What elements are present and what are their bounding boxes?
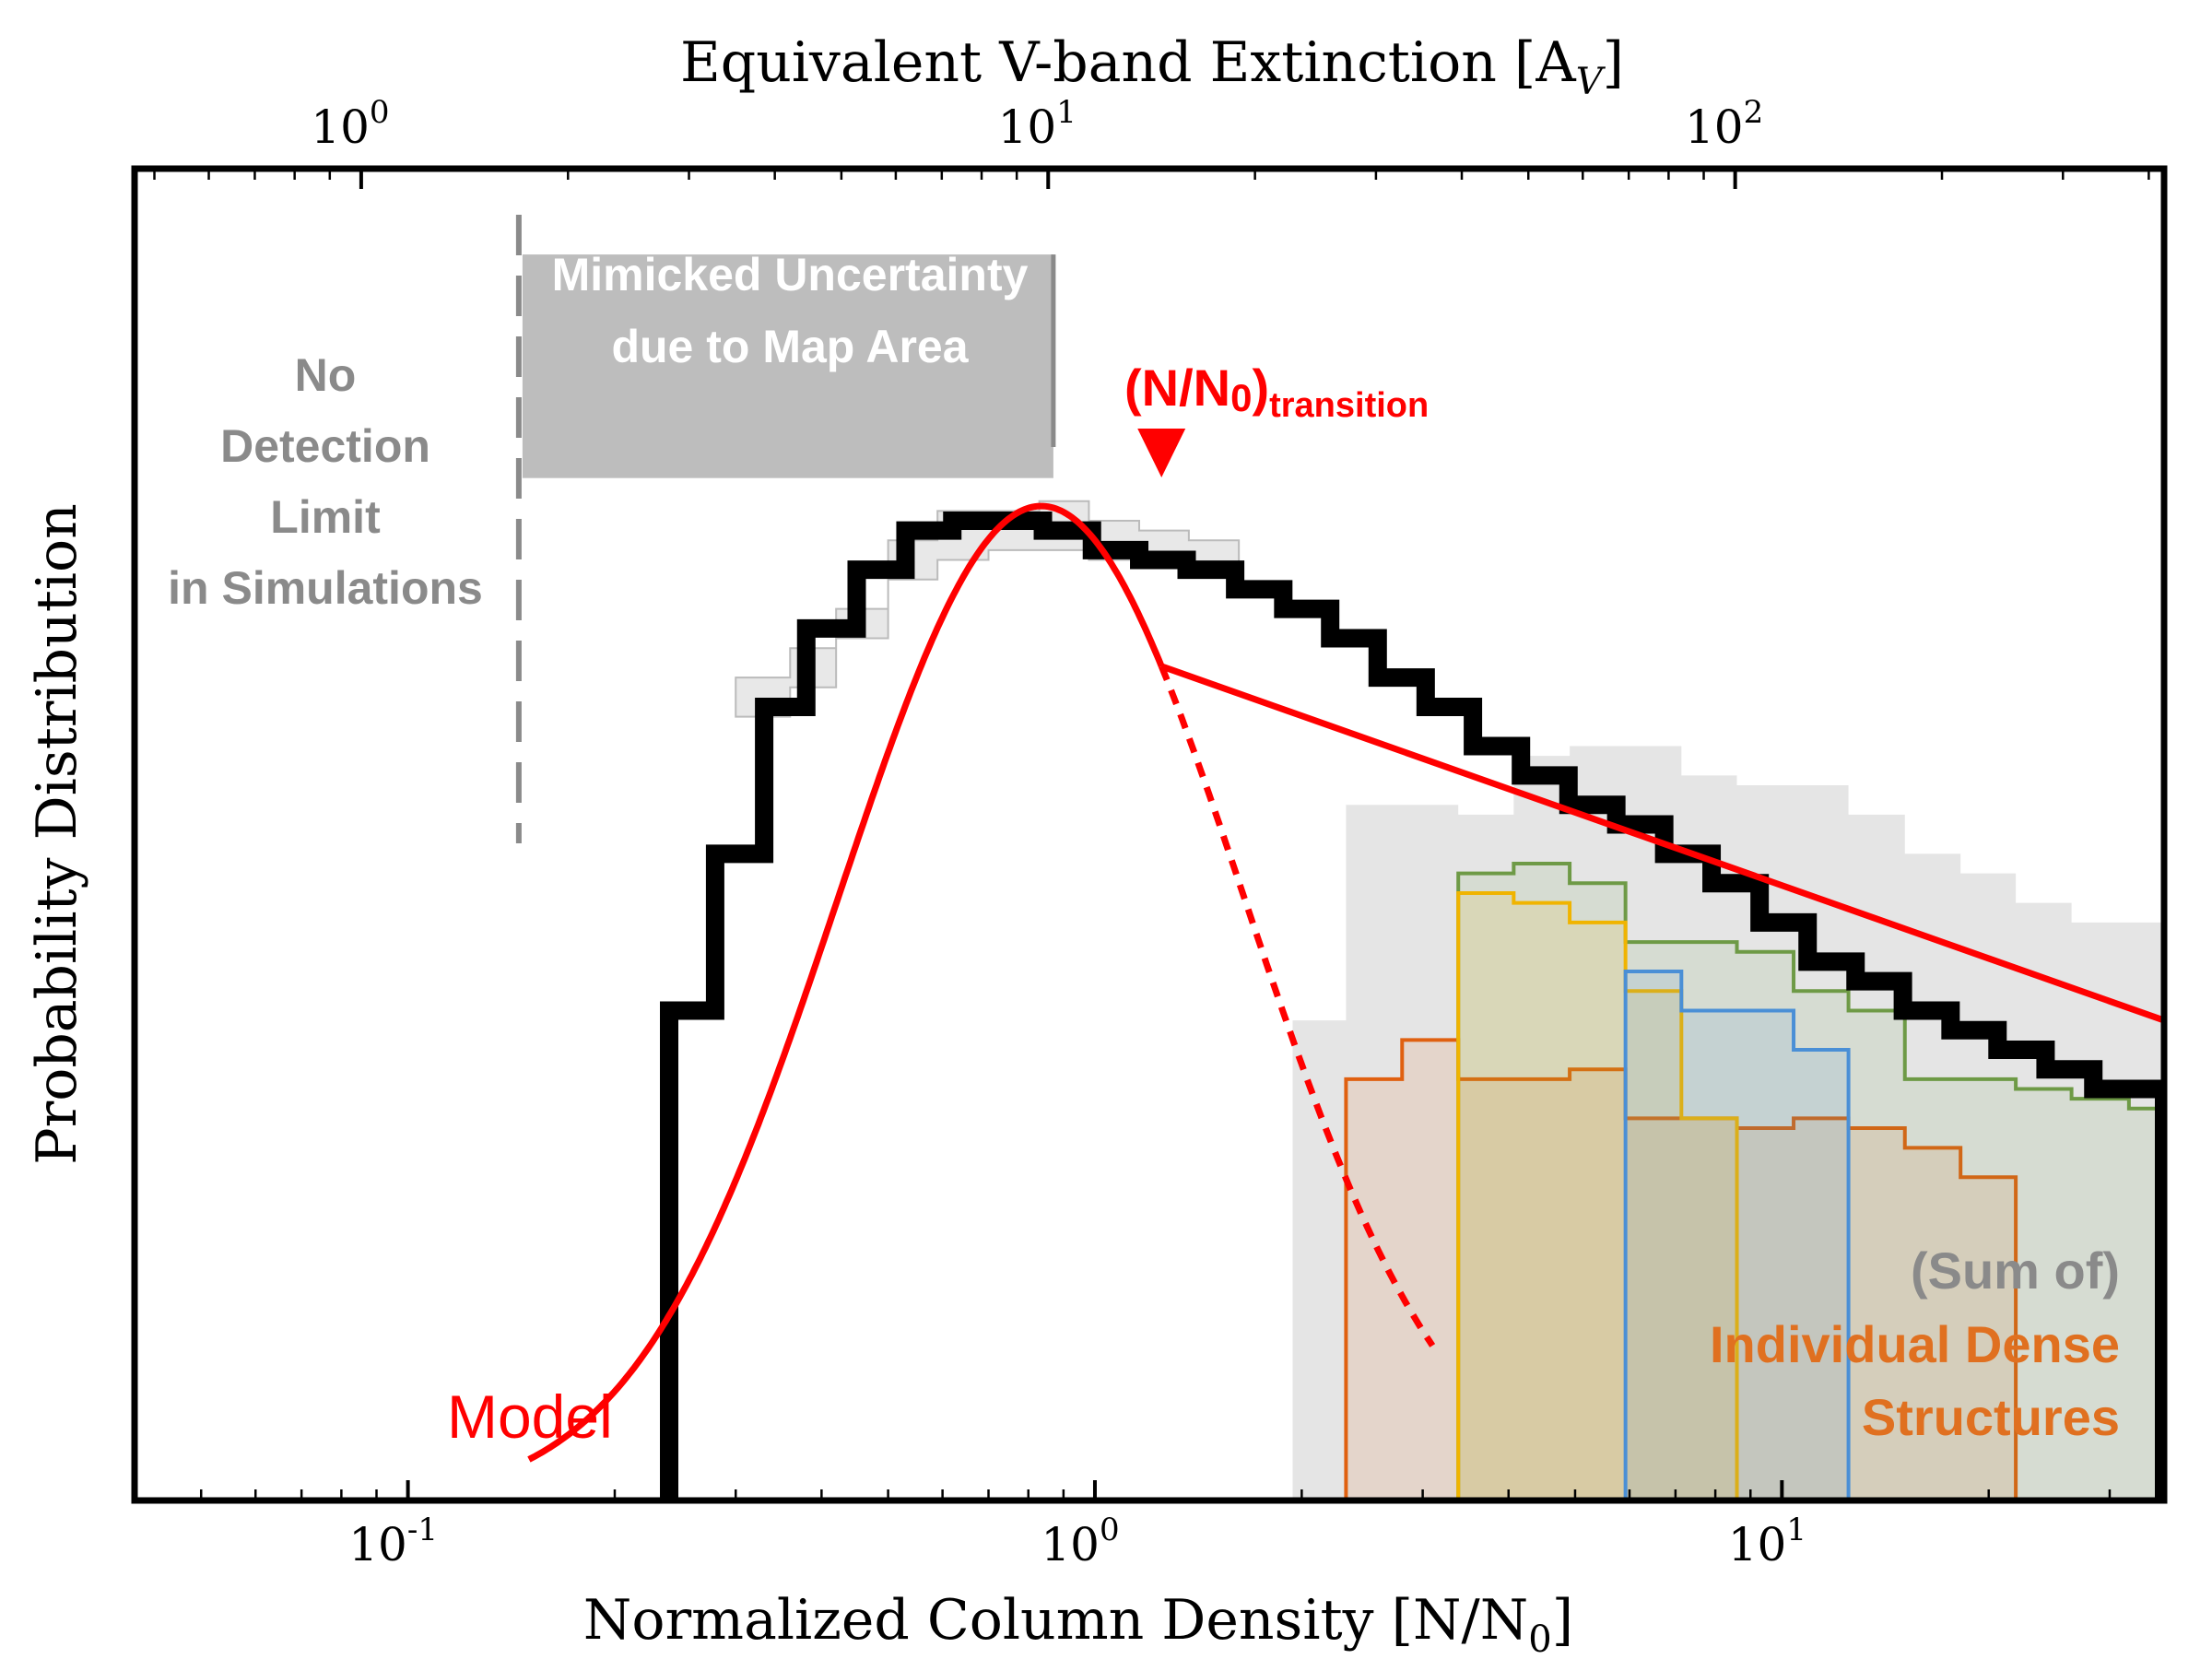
mimicked-uncertainty-label: Mimicked Uncertainty <box>552 249 1029 300</box>
sum-region-area <box>1292 746 2164 1500</box>
structure-histogram-green <box>1456 862 2164 1500</box>
y-axis-title: Probability Distribution <box>25 503 89 1165</box>
transition-label: (N/N0)transition <box>1124 359 1429 425</box>
no-detection-label: Detection <box>220 420 430 472</box>
axis-ticks <box>133 169 2150 1500</box>
individual-dense-label: Individual Dense <box>1710 1315 2120 1373</box>
structure-histogram-blue <box>1623 969 1851 1500</box>
individual-structures <box>1344 862 2164 1500</box>
no-detection-label: No <box>295 349 357 401</box>
mimicked-uncertainty-label: due to Map Area <box>611 321 969 372</box>
individual-dense-label: Structures <box>1862 1388 2120 1446</box>
model-label: Model <box>447 1382 613 1451</box>
plot-frame <box>131 165 2168 1504</box>
model-lognormal-dashed-line <box>1158 665 1436 1347</box>
x-tick-label: 100 <box>1041 1512 1119 1571</box>
top-tick-label: 100 <box>311 94 389 154</box>
no-detection-label: in Simulations <box>168 562 483 614</box>
total-pdf-line <box>660 512 2164 1500</box>
x-tick-label: 10-1 <box>348 1512 438 1571</box>
total-pdf-histogram <box>660 512 2164 1500</box>
model-curve <box>527 502 2164 1463</box>
x-axis-title: Normalized Column Density [N/N0] <box>583 1588 1573 1659</box>
model-lognormal-line <box>527 502 1165 1463</box>
top-axis-title: Equivalent V-band Extinction [AV] <box>680 30 1624 103</box>
top-tick-label: 102 <box>1685 94 1763 154</box>
model-powerlaw-line <box>1160 663 2164 1024</box>
top-tick-label: 101 <box>998 94 1077 154</box>
sum-of-label: (Sum of) <box>1911 1241 2120 1300</box>
mimicked-uncertainty-box <box>522 254 1053 478</box>
transition-marker <box>1137 429 1186 477</box>
structure-histogram-yellow <box>1456 890 1739 1500</box>
sum-of-structures-region <box>1292 746 2164 1500</box>
no-detection-label: Limit <box>270 491 381 543</box>
x-tick-label: 101 <box>1728 1512 1806 1571</box>
